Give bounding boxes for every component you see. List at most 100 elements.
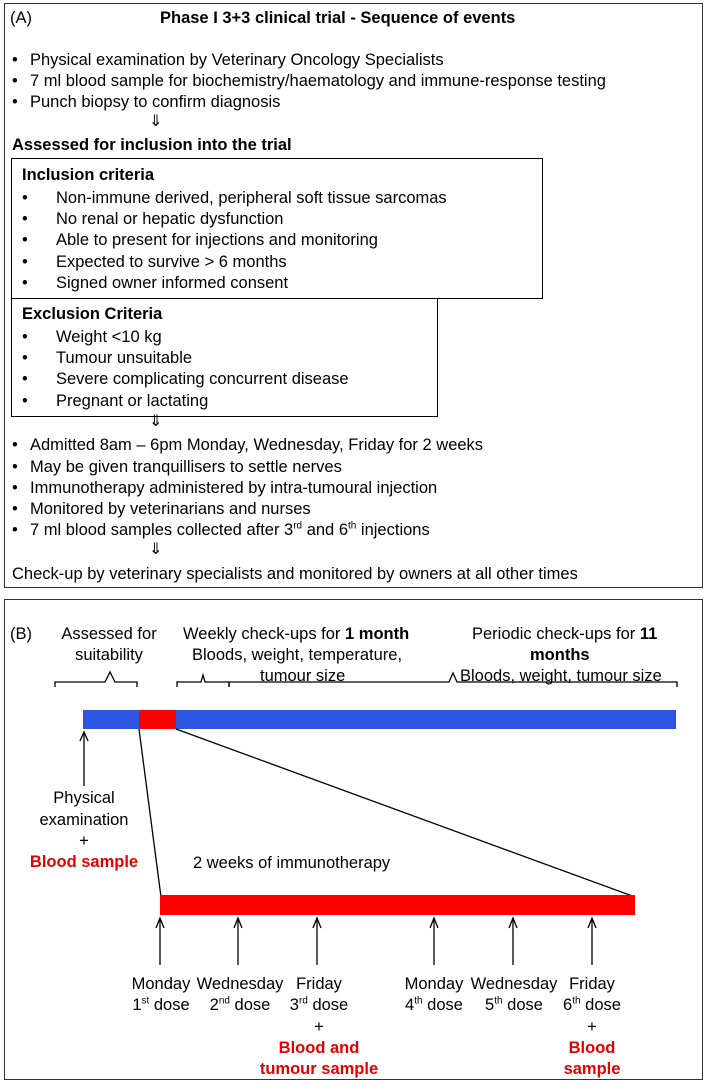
list-item: Weight <10 kg (56, 328, 162, 346)
list-item: Able to present for injections and monit… (56, 231, 378, 249)
dose-number: 6th dose (552, 995, 632, 1015)
ordinal-suffix: th (494, 995, 503, 1007)
dose-day: Monday (131, 975, 191, 993)
bullet: • (12, 479, 18, 497)
dose-arrow-icon (508, 916, 518, 965)
panel-a-label: (A) (10, 9, 32, 27)
periodic-label-line1: Periodic check-ups for 11 (472, 624, 657, 644)
dose-arrow-icon (312, 916, 322, 965)
bullet: • (22, 328, 28, 346)
bullet: • (12, 521, 18, 539)
blood-step-text: injections (356, 521, 430, 539)
periodic-brace (228, 671, 678, 687)
bullet: • (12, 436, 18, 454)
bullet: • (12, 93, 18, 111)
bullet: • (12, 500, 18, 518)
inclusion-title: Inclusion criteria (22, 166, 155, 184)
physical-line2: examination (39, 811, 129, 829)
exclusion-criteria-box (11, 298, 438, 417)
assessed-brace (54, 670, 138, 687)
dose-num: 1 (132, 996, 142, 1014)
bullet: • (22, 210, 28, 228)
dose-number: 2nd dose (198, 995, 282, 1015)
bullet: • (12, 72, 18, 90)
physical-line1: Physical (53, 789, 115, 807)
dose-day: Friday (296, 975, 342, 993)
periodic-label-line2: months (530, 646, 590, 664)
bullet: • (22, 349, 28, 367)
physical-blood-sample: Blood sample (29, 853, 139, 871)
list-item: Signed owner informed consent (56, 274, 289, 292)
dose-day: Wednesday (470, 975, 558, 993)
assessed-label-line1: Assessed for (61, 625, 157, 643)
dose3-sample-line2: tumour sample (259, 1060, 379, 1078)
bullet: • (22, 274, 28, 292)
dose3-plus: + (314, 1018, 324, 1036)
weekly-duration: 1 month (345, 625, 410, 643)
periodic-prefix: Periodic check-ups for (472, 625, 640, 643)
therapy-segment (139, 710, 176, 729)
dose-word: dose (580, 996, 621, 1014)
dose-word: dose (229, 996, 271, 1014)
list-item: Expected to survive > 6 months (56, 253, 287, 271)
weekly-brace (176, 672, 230, 687)
panel-b (4, 599, 703, 1080)
dose3-sample-line1: Blood and (278, 1039, 360, 1057)
ordinal-suffix: nd (218, 995, 230, 1007)
immunotherapy-bar (160, 895, 635, 915)
bullet: • (22, 189, 28, 207)
weekly-label-line1: Weekly check-ups for 1 month (183, 624, 409, 644)
list-item: Non-immune derived, peripheral soft tiss… (56, 189, 447, 207)
dose-day: Friday (569, 975, 615, 993)
dose-word: dose (422, 996, 463, 1014)
dose-num: 5 (485, 996, 495, 1014)
list-item: Severe complicating concurrent disease (56, 370, 349, 388)
list-item: Admitted 8am – 6pm Monday, Wednesday, Fr… (30, 436, 484, 454)
dose-arrow-icon (587, 916, 597, 965)
down-arrow-icon: ⇓ (149, 413, 163, 430)
weekly-label-line2: Bloods, weight, temperature, (192, 646, 403, 664)
periodic-label-line3: Bloods, weight, tumour size (460, 667, 662, 685)
timeline-bar (83, 710, 676, 729)
down-arrow-icon: ⇓ (149, 113, 163, 130)
ordinal-suffix: th (348, 520, 357, 532)
dose-number: 4th dose (394, 995, 474, 1015)
dose-arrow-icon (155, 916, 165, 965)
exclusion-title: Exclusion Criteria (22, 305, 163, 323)
list-item: Tumour unsuitable (56, 349, 193, 367)
dose-word: dose (502, 996, 543, 1014)
bullet: • (12, 458, 18, 476)
dose6-sample-line1: Blood (568, 1039, 616, 1057)
list-item: Physical examination by Veterinary Oncol… (30, 51, 444, 69)
dose-day: Wednesday (196, 975, 284, 993)
weekly-prefix: Weekly check-ups for (183, 625, 346, 643)
assessed-label-line2: suitability (75, 646, 143, 664)
ordinal-suffix: rd (298, 995, 308, 1007)
dose-num: 3 (289, 996, 299, 1014)
list-item: 7 ml blood sample for biochemistry/haema… (30, 72, 606, 90)
arrowhead-icon (79, 730, 89, 742)
dose-number: 1st dose (122, 995, 200, 1015)
bullet: • (22, 253, 28, 271)
panel-a-footer: Check-up by veterinary specialists and m… (12, 565, 578, 583)
list-item-blood-samples: 7 ml blood samples collected after 3rd a… (30, 520, 430, 540)
bullet: • (12, 51, 18, 69)
panel-b-label: (B) (10, 625, 32, 643)
ordinal-suffix: st (141, 995, 150, 1007)
bullet: • (22, 392, 28, 410)
ordinal-suffix: th (572, 995, 581, 1007)
dose-num: 4 (405, 996, 415, 1014)
list-item: Punch biopsy to confirm diagnosis (30, 93, 281, 111)
dose6-sample-line2: sample (563, 1060, 621, 1078)
dose6-plus: + (587, 1018, 597, 1036)
weekly-label-line3: tumour size (260, 667, 346, 685)
blood-step-text: 7 ml blood samples collected after 3 (30, 521, 294, 539)
dose-number: 3rd dose (279, 995, 359, 1015)
dose-arrow-icon (429, 916, 439, 965)
zoom-line-right (175, 728, 636, 898)
periodic-duration: 11 (639, 625, 658, 643)
dose-number: 5th dose (472, 995, 556, 1015)
dose-arrow-icon (233, 916, 243, 965)
dose-word: dose (307, 996, 349, 1014)
